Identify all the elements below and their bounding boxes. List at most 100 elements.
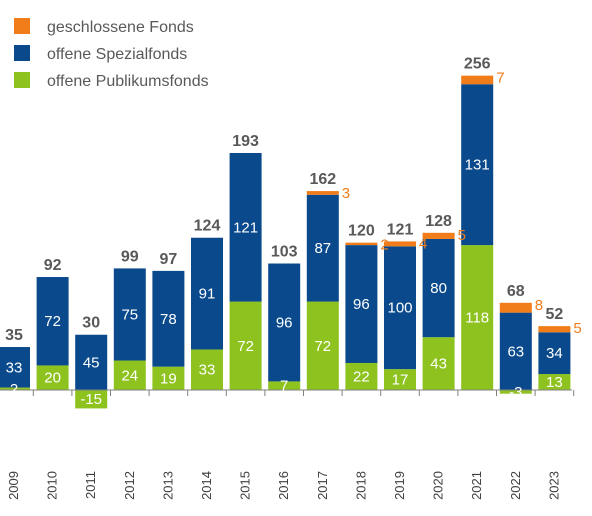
bar-publikumsfonds xyxy=(268,381,301,390)
bar-total: 124 xyxy=(194,218,221,235)
bar-geschlossene-fonds xyxy=(306,191,339,195)
bar-publikumsfonds xyxy=(152,366,185,390)
label-publikumsfonds: 118 xyxy=(465,310,489,327)
bar-total: 162 xyxy=(309,171,336,188)
bar-geschlossene-fonds xyxy=(461,75,494,85)
label-spezialfonds: 45 xyxy=(83,354,100,371)
x-tick-label: 2021 xyxy=(469,471,484,500)
bar-publikumsfonds xyxy=(229,301,262,390)
x-tick-label: 2013 xyxy=(160,471,175,500)
label-spezialfonds: 75 xyxy=(121,306,138,323)
legend-swatch xyxy=(14,72,30,88)
bar-total: 97 xyxy=(160,251,178,268)
bar-geschlossene-fonds xyxy=(538,326,571,333)
bar-spezialfonds xyxy=(345,245,378,363)
label-publikumsfonds: -3 xyxy=(509,384,522,401)
bar-spezialfonds xyxy=(229,152,262,302)
label-publikumsfonds: 13 xyxy=(546,374,563,391)
bar-spezialfonds xyxy=(384,246,416,370)
bar-geschlossene-fonds xyxy=(422,232,455,239)
label-geschlossene-fonds: 4 xyxy=(419,235,427,252)
x-tick-label: 2015 xyxy=(238,471,253,500)
label-spezialfonds: 72 xyxy=(44,313,61,330)
bar-total: 52 xyxy=(546,306,564,323)
label-spezialfonds: 80 xyxy=(430,280,447,297)
bar-spezialfonds xyxy=(113,268,146,361)
bar-publikumsfonds xyxy=(461,245,494,390)
label-publikumsfonds: 2 xyxy=(10,381,18,398)
label-publikumsfonds: 19 xyxy=(160,370,177,387)
bar-spezialfonds xyxy=(75,334,108,390)
label-geschlossene-fonds: 7 xyxy=(496,70,504,87)
label-publikumsfonds: 17 xyxy=(392,372,409,389)
bar-total: 193 xyxy=(232,133,259,150)
x-tick-label: 2018 xyxy=(353,471,368,500)
x-tick-label: 2020 xyxy=(431,471,446,500)
bar-spezialfonds xyxy=(461,84,494,246)
label-spezialfonds: 78 xyxy=(160,311,177,328)
bar-total: 92 xyxy=(44,257,62,274)
x-tick-label: 2016 xyxy=(276,471,291,500)
bar-spezialfonds xyxy=(36,277,69,366)
bar-geschlossene-fonds xyxy=(499,302,532,313)
label-publikumsfonds: 72 xyxy=(314,338,331,355)
bar-total: 30 xyxy=(82,315,100,332)
label-spezialfonds: 91 xyxy=(199,286,216,303)
bar-publikumsfonds xyxy=(422,337,455,390)
x-tick-label: 2011 xyxy=(83,471,98,499)
bar-total: 35 xyxy=(5,327,23,344)
x-tick-label: 2009 xyxy=(6,471,21,500)
bar-publikumsfonds xyxy=(0,387,30,390)
legend-entry: offene Publikumsfonds xyxy=(47,73,209,90)
label-publikumsfonds: -15 xyxy=(80,391,102,408)
label-geschlossene-fonds: 8 xyxy=(535,297,543,314)
legend: geschlossene Fonds offene Spezialfonds off… xyxy=(14,18,209,90)
label-spezialfonds: 96 xyxy=(276,314,293,331)
bar-publikumsfonds xyxy=(113,360,146,390)
bar-spezialfonds xyxy=(191,237,223,350)
label-publikumsfonds: 20 xyxy=(44,370,61,387)
legend-entry: offene Spezialfonds xyxy=(47,46,187,63)
label-publikumsfonds: 22 xyxy=(353,368,370,385)
bar-total: 120 xyxy=(348,223,375,240)
x-tick-label: 2017 xyxy=(315,471,330,500)
bars xyxy=(0,75,571,409)
label-publikumsfonds: 7 xyxy=(280,378,288,395)
bar-publikumsfonds xyxy=(306,301,339,390)
label-spezialfonds: 121 xyxy=(233,219,258,236)
legend-entry: geschlossene Fonds xyxy=(47,19,194,36)
label-geschlossene-fonds: 3 xyxy=(342,185,350,202)
label-publikumsfonds: 43 xyxy=(430,356,447,373)
label-publikumsfonds: 72 xyxy=(237,338,254,355)
label-spezialfonds: 34 xyxy=(546,345,563,362)
bar-spezialfonds xyxy=(0,347,30,388)
label-spezialfonds: 100 xyxy=(387,300,412,317)
bar-spezialfonds xyxy=(268,263,301,382)
bar-total: 256 xyxy=(464,56,491,73)
label-spezialfonds: 33 xyxy=(6,359,23,376)
data-labels: 23335207292-1545302475991978973391124721… xyxy=(5,56,582,409)
x-tick-label: 2023 xyxy=(546,471,561,500)
x-tick-label: 2010 xyxy=(45,471,60,500)
label-spezialfonds: 96 xyxy=(353,296,370,313)
legend-swatch xyxy=(14,45,30,61)
bar-publikumsfonds xyxy=(384,369,416,390)
x-tick-label: 2012 xyxy=(122,471,137,500)
x-tick-label: 2014 xyxy=(199,471,214,500)
bar-publikumsfonds xyxy=(191,349,223,390)
label-geschlossene-fonds: 5 xyxy=(458,227,466,244)
bar-publikumsfonds xyxy=(75,390,108,409)
bar-spezialfonds xyxy=(538,332,571,375)
x-axis-tick-labels: 2009 2010 2011 2012 2013 2014 2015 2016 2017 2018… xyxy=(6,471,561,500)
bar-spezialfonds xyxy=(422,238,455,338)
bar-total: 121 xyxy=(387,221,414,238)
label-publikumsfonds: 24 xyxy=(121,367,138,384)
label-geschlossene-fonds: 5 xyxy=(573,320,581,337)
bar-publikumsfonds xyxy=(538,374,571,390)
x-tick-label: 2019 xyxy=(392,471,407,500)
bar-spezialfonds xyxy=(499,312,532,390)
bar-spezialfonds xyxy=(306,194,339,302)
label-spezialfonds: 87 xyxy=(314,240,331,257)
legend-swatch xyxy=(14,18,30,34)
